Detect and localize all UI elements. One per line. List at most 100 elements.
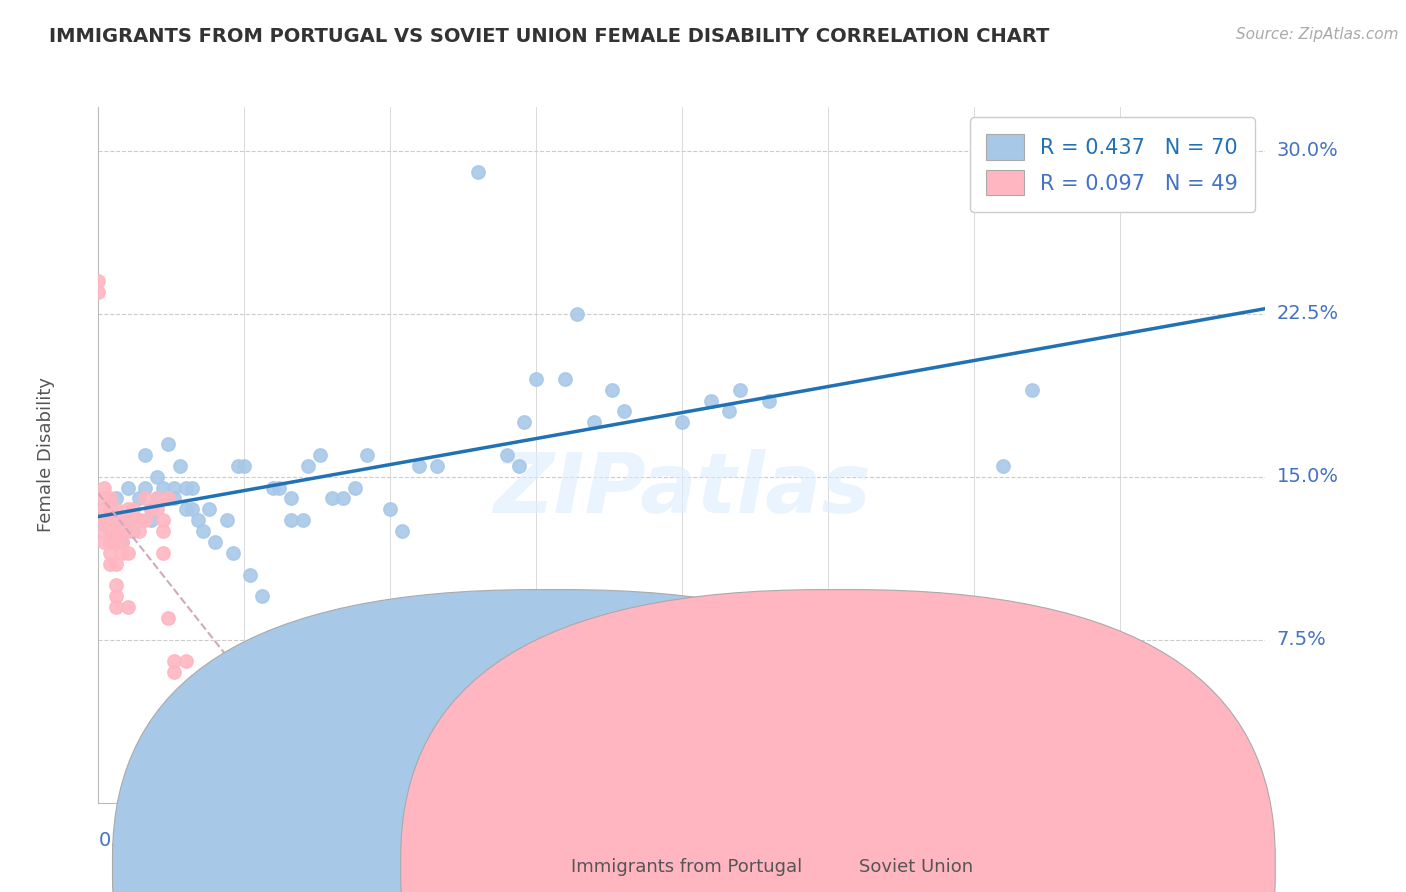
Point bbox=[152, 546, 174, 560]
Point bbox=[378, 502, 402, 516]
Point bbox=[134, 491, 156, 506]
Point bbox=[554, 372, 576, 386]
Point bbox=[671, 415, 693, 429]
Point bbox=[228, 458, 250, 473]
Point bbox=[152, 524, 174, 538]
Text: 30.0%: 30.0% bbox=[1277, 141, 1339, 160]
Text: IMMIGRANTS FROM PORTUGAL VS SOVIET UNION FEMALE DISABILITY CORRELATION CHART: IMMIGRANTS FROM PORTUGAL VS SOVIET UNION… bbox=[49, 27, 1050, 45]
Text: Female Disability: Female Disability bbox=[37, 377, 55, 533]
Point bbox=[233, 458, 256, 473]
Point bbox=[122, 513, 145, 527]
Point bbox=[93, 481, 115, 495]
Point bbox=[717, 404, 740, 418]
Legend: R = 0.437   N = 70, R = 0.097   N = 49: R = 0.437 N = 70, R = 0.097 N = 49 bbox=[970, 118, 1256, 212]
Point bbox=[93, 524, 115, 538]
Text: 22.5%: 22.5% bbox=[1277, 304, 1339, 323]
Point bbox=[513, 415, 536, 429]
Point bbox=[117, 546, 139, 560]
Point bbox=[321, 491, 343, 506]
Point bbox=[280, 513, 302, 527]
Point bbox=[104, 589, 127, 603]
Point bbox=[134, 448, 156, 462]
Point bbox=[117, 481, 139, 495]
Point bbox=[163, 665, 186, 680]
Point bbox=[104, 600, 127, 615]
Point bbox=[163, 491, 186, 506]
Point bbox=[262, 481, 284, 495]
Point bbox=[111, 535, 134, 549]
Point bbox=[87, 274, 110, 288]
Point bbox=[728, 383, 751, 397]
Point bbox=[104, 524, 127, 538]
Point bbox=[280, 491, 302, 506]
Text: Soviet Union: Soviet Union bbox=[859, 858, 973, 876]
Point bbox=[1021, 383, 1043, 397]
Point bbox=[309, 448, 332, 462]
Point bbox=[250, 589, 273, 603]
Point bbox=[157, 491, 180, 506]
Point bbox=[98, 546, 121, 560]
Point bbox=[104, 535, 127, 549]
Point bbox=[128, 513, 150, 527]
Point bbox=[111, 513, 134, 527]
Point bbox=[204, 535, 226, 549]
Point bbox=[93, 491, 115, 506]
Point bbox=[93, 517, 115, 532]
Point bbox=[98, 491, 121, 506]
Point bbox=[198, 502, 221, 516]
Point bbox=[174, 655, 197, 669]
Point bbox=[111, 535, 134, 549]
Point bbox=[104, 502, 127, 516]
Point bbox=[139, 502, 162, 516]
Point bbox=[98, 535, 121, 549]
Point bbox=[221, 546, 243, 560]
Point bbox=[758, 393, 780, 408]
Point bbox=[128, 491, 150, 506]
Point bbox=[157, 491, 180, 506]
Point bbox=[93, 513, 115, 527]
Point bbox=[93, 535, 115, 549]
Point bbox=[146, 491, 169, 506]
Point bbox=[111, 546, 134, 560]
Point bbox=[180, 502, 202, 516]
Point bbox=[215, 513, 238, 527]
Point bbox=[117, 524, 139, 538]
Point bbox=[98, 502, 121, 516]
Text: Immigrants from Portugal: Immigrants from Portugal bbox=[571, 858, 801, 876]
Text: ZIPatlas: ZIPatlas bbox=[494, 450, 870, 530]
Point bbox=[297, 458, 319, 473]
Point bbox=[117, 600, 139, 615]
Point bbox=[117, 502, 139, 516]
Point bbox=[111, 524, 134, 538]
Point bbox=[98, 557, 121, 571]
Point bbox=[93, 502, 115, 516]
Point bbox=[146, 469, 169, 483]
Text: 15.0%: 15.0% bbox=[1277, 467, 1339, 486]
Point bbox=[139, 513, 162, 527]
Point bbox=[391, 524, 413, 538]
Point bbox=[332, 491, 354, 506]
Point bbox=[508, 458, 530, 473]
Point bbox=[134, 513, 156, 527]
Text: 0.0%: 0.0% bbox=[98, 830, 148, 850]
Point bbox=[174, 502, 197, 516]
Point bbox=[356, 448, 378, 462]
Point bbox=[146, 502, 169, 516]
Point bbox=[193, 524, 215, 538]
Point bbox=[565, 307, 588, 321]
Text: 7.5%: 7.5% bbox=[1277, 631, 1326, 649]
Point bbox=[152, 513, 174, 527]
Point bbox=[146, 491, 169, 506]
Point bbox=[128, 524, 150, 538]
Point bbox=[991, 458, 1014, 473]
Point bbox=[104, 513, 127, 527]
Point bbox=[122, 502, 145, 516]
Point bbox=[87, 285, 110, 299]
Point bbox=[152, 481, 174, 495]
Point bbox=[426, 458, 449, 473]
Point bbox=[187, 513, 209, 527]
Point bbox=[169, 458, 191, 473]
Point bbox=[269, 481, 291, 495]
Point bbox=[700, 393, 723, 408]
Point bbox=[98, 502, 121, 516]
